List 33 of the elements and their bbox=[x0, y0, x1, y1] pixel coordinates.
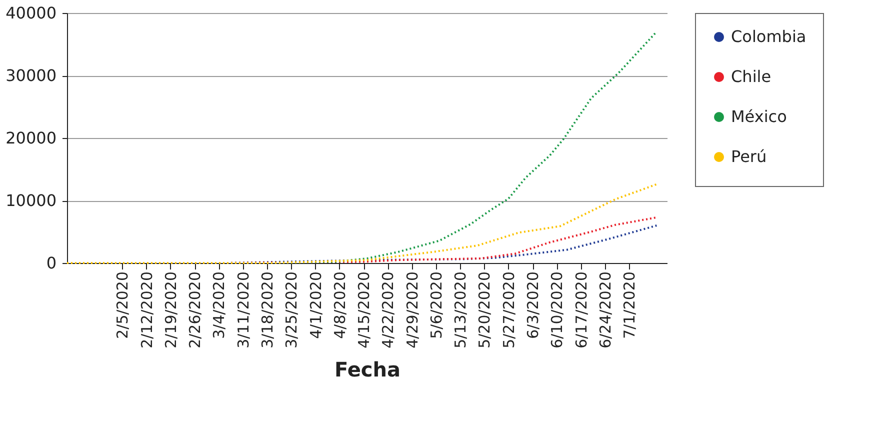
x-tick-label: 7/1/2020 bbox=[620, 272, 639, 339]
x-tick-label: 5/20/2020 bbox=[476, 272, 494, 348]
x-tick-label: 4/22/2020 bbox=[379, 272, 398, 348]
x-tick-label: 2/12/2020 bbox=[138, 272, 156, 348]
x-tick-label: 5/13/2020 bbox=[452, 272, 470, 348]
legend-label: Chile bbox=[731, 67, 772, 86]
y-tick-label: 0 bbox=[46, 254, 56, 272]
x-tick-label: 3/11/2020 bbox=[234, 272, 252, 348]
x-tick-label: 3/25/2020 bbox=[282, 272, 301, 348]
x-tick-label: 2/5/2020 bbox=[114, 272, 132, 339]
x-tick-label: 5/27/2020 bbox=[500, 272, 518, 348]
x-tick-label: 2/19/2020 bbox=[162, 272, 180, 348]
x-tick-label: 4/15/2020 bbox=[355, 272, 374, 348]
legend-label: Colombia bbox=[731, 27, 806, 46]
x-axis-title: Fecha bbox=[334, 357, 401, 382]
x-tick-label: 3/4/2020 bbox=[210, 272, 228, 339]
legend-label: México bbox=[731, 107, 787, 126]
x-tick-label: 4/1/2020 bbox=[306, 272, 325, 339]
y-tick-label: 10000 bbox=[6, 191, 56, 210]
x-tick-label: 6/24/2020 bbox=[596, 272, 614, 348]
x-tick-label: 6/10/2020 bbox=[548, 272, 566, 348]
y-tick-label: 20000 bbox=[6, 128, 56, 148]
legend-label: Perú bbox=[731, 147, 767, 166]
y-tick-label: 30000 bbox=[6, 66, 56, 85]
x-tick-label: 6/17/2020 bbox=[572, 272, 590, 348]
x-tick-label: 5/6/2020 bbox=[427, 272, 446, 339]
y-tick-label: 40000 bbox=[6, 4, 56, 22]
x-tick-label: 4/29/2020 bbox=[403, 272, 422, 348]
x-tick-label: 6/3/2020 bbox=[524, 272, 542, 339]
x-tick-label: 2/26/2020 bbox=[186, 272, 204, 348]
line-series bbox=[66, 183, 658, 264]
x-tick-label: 4/8/2020 bbox=[330, 272, 349, 339]
x-tick-label: 3/18/2020 bbox=[258, 272, 276, 348]
